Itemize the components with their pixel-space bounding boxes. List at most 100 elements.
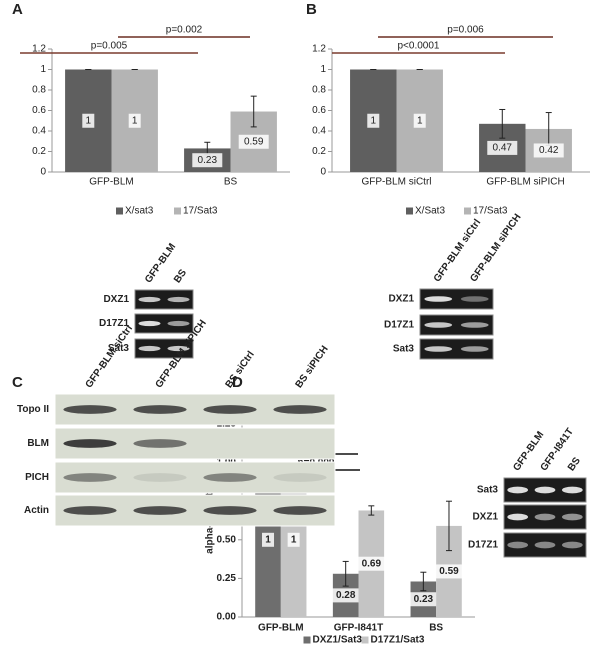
value-label: 0.42 bbox=[539, 145, 559, 156]
value-label-bg bbox=[367, 113, 380, 128]
gel-row-label: Sat3 bbox=[477, 485, 499, 496]
p-value: p=0.006 bbox=[447, 25, 484, 36]
gel-band bbox=[460, 322, 489, 328]
value-label-bg bbox=[192, 153, 223, 168]
x-tick-label: BS bbox=[429, 623, 443, 634]
gel-band bbox=[138, 296, 161, 303]
legend-label: X/Sat3 bbox=[415, 206, 445, 217]
p-value: p<0.0001 bbox=[398, 41, 440, 52]
value-label-bg bbox=[238, 134, 269, 149]
gel-strip bbox=[54, 427, 336, 460]
value-label-bg bbox=[330, 588, 361, 603]
gel-band bbox=[460, 296, 489, 302]
value-label: 0.23 bbox=[414, 594, 434, 605]
legend-label: X/sat3 bbox=[125, 206, 154, 217]
gel-band bbox=[63, 473, 117, 482]
legend-swatch bbox=[116, 207, 123, 215]
x-tick-label: BS bbox=[224, 177, 238, 188]
value-label: 1 bbox=[132, 115, 138, 126]
gel-row-label: DXZ1 bbox=[388, 294, 414, 305]
gel-band bbox=[507, 513, 529, 521]
gel-band bbox=[534, 541, 556, 549]
gel-row-label: DXZ1 bbox=[472, 512, 498, 523]
gel-column-label: BS siPICH bbox=[294, 344, 331, 390]
gel-row-label: D17Z1 bbox=[384, 320, 414, 331]
y-tick-label: 0.8 bbox=[312, 85, 326, 96]
gel-column-label: GFP-BLM siCtrl bbox=[84, 323, 136, 390]
value-label-bg bbox=[533, 143, 564, 158]
panel-label: C bbox=[12, 374, 23, 391]
legend-swatch bbox=[464, 207, 471, 215]
gel-band bbox=[534, 513, 556, 521]
y-tick-label: 0.2 bbox=[32, 146, 46, 157]
panel-label: D bbox=[232, 374, 243, 391]
gel-row-label: Actin bbox=[24, 505, 49, 516]
value-label: 0.28 bbox=[336, 590, 356, 601]
value-label: 1 bbox=[417, 115, 423, 126]
gel-band bbox=[273, 473, 327, 482]
gel-strip bbox=[419, 314, 494, 336]
x-tick-label: GFP-I841T bbox=[334, 623, 383, 634]
gel-band bbox=[133, 405, 187, 414]
gel-band bbox=[424, 322, 453, 328]
value-label-bg bbox=[287, 532, 300, 547]
gel-band bbox=[273, 506, 327, 515]
y-tick-label: 1 bbox=[320, 64, 326, 75]
gel-band bbox=[138, 320, 161, 327]
gel-band bbox=[561, 486, 583, 494]
value-label: 0.23 bbox=[198, 155, 218, 166]
legend-swatch bbox=[174, 207, 181, 215]
gel-band bbox=[273, 405, 327, 414]
value-label-bg bbox=[433, 564, 464, 579]
value-label-bg bbox=[487, 140, 518, 155]
legend-label: 17/Sat3 bbox=[183, 206, 218, 217]
y-tick-label: 0.25 bbox=[217, 573, 237, 584]
gel-row-label: BLM bbox=[27, 438, 49, 449]
gel-band bbox=[133, 473, 187, 482]
value-label: 1 bbox=[265, 534, 271, 545]
value-label: 0.69 bbox=[362, 558, 382, 569]
legend-swatch bbox=[406, 207, 413, 215]
x-tick-label: GFP-BLM bbox=[258, 623, 304, 634]
gel-band bbox=[203, 473, 257, 482]
legend-swatch bbox=[361, 636, 369, 644]
gel-strip bbox=[134, 338, 194, 359]
gel-strip bbox=[134, 289, 194, 310]
legend-label: DXZ1/Sat3 bbox=[313, 635, 363, 646]
panel-label: A bbox=[12, 1, 23, 18]
value-label-bg bbox=[356, 556, 387, 571]
p-value: p=0.005 bbox=[91, 41, 128, 52]
value-label: 1 bbox=[291, 534, 297, 545]
panel-label: B bbox=[306, 1, 317, 18]
gel-band bbox=[534, 486, 556, 494]
y-tick-label: 0 bbox=[40, 167, 46, 178]
y-tick-label: 0.4 bbox=[312, 126, 326, 137]
gel-band bbox=[507, 541, 529, 549]
gel-band bbox=[203, 506, 257, 515]
y-tick-label: 0.2 bbox=[312, 146, 326, 157]
gel-band bbox=[167, 345, 190, 352]
gel-column-label: BS bbox=[172, 267, 189, 285]
gel-band bbox=[63, 405, 117, 414]
p-value: p=0.002 bbox=[166, 25, 203, 36]
gel-band bbox=[133, 439, 187, 448]
gel-band bbox=[424, 346, 453, 352]
gel-band bbox=[507, 486, 529, 494]
y-tick-label: 0.6 bbox=[32, 105, 46, 116]
value-label: 0.59 bbox=[244, 136, 264, 147]
gel-band bbox=[138, 345, 161, 352]
gel-strip bbox=[419, 288, 494, 310]
gel-band bbox=[167, 296, 190, 303]
gel-row-label: D17Z1 bbox=[99, 318, 129, 329]
value-label: 1 bbox=[370, 115, 376, 126]
y-tick-label: 0.00 bbox=[217, 612, 237, 623]
legend-swatch bbox=[303, 636, 311, 644]
y-tick-label: 1 bbox=[40, 64, 46, 75]
gel-row-label: DXZ1 bbox=[103, 294, 129, 305]
y-tick-label: 0.8 bbox=[32, 85, 46, 96]
x-tick-label: GFP-BLM siCtrl bbox=[362, 177, 432, 188]
gel-strip bbox=[134, 313, 194, 334]
value-label-bg bbox=[82, 113, 95, 128]
y-tick-label: 0.4 bbox=[32, 126, 46, 137]
